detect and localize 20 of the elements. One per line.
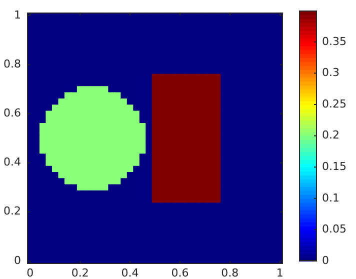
color-bar-label: 0.05 bbox=[322, 222, 346, 236]
x-tick-label: 0.8 bbox=[221, 266, 239, 279]
color-bar-label: 0.2 bbox=[322, 128, 340, 142]
x-tick-label: 0.2 bbox=[71, 266, 89, 279]
y-tick-label: 0.4 bbox=[4, 156, 21, 169]
color-bar-label: 0.35 bbox=[322, 34, 346, 48]
color-bar-label: 0 bbox=[322, 254, 329, 267]
y-tick-label: 0.2 bbox=[4, 204, 21, 218]
x-tick-label: 1 bbox=[276, 266, 284, 279]
x-tick-label: 0.6 bbox=[171, 266, 189, 279]
color-bar-label: 0.15 bbox=[322, 160, 346, 173]
y-tick-label: 0.8 bbox=[4, 58, 21, 71]
x-tick-label: 0 bbox=[26, 266, 34, 279]
y-tick-label: 1 bbox=[14, 8, 21, 22]
color-bar-label: 0.3 bbox=[322, 66, 340, 80]
y-tick-label: 0 bbox=[14, 254, 21, 267]
color-bar-label: 0.1 bbox=[322, 191, 340, 204]
x-tick-label: 0.4 bbox=[121, 266, 139, 279]
y-tick-label: 0.6 bbox=[4, 106, 21, 120]
color-bar-label: 0.25 bbox=[322, 97, 346, 110]
